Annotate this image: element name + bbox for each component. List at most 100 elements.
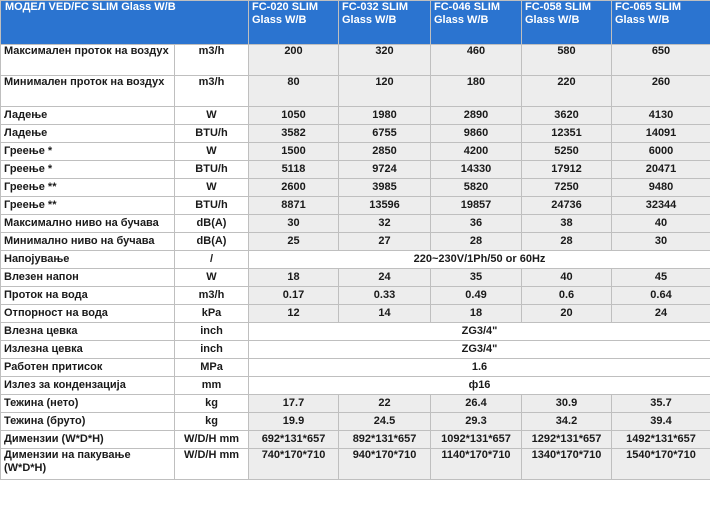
unit-cell: dB(A) xyxy=(174,232,249,251)
unit-cell: BTU/h xyxy=(174,124,249,143)
value-cell: 180 xyxy=(430,75,522,107)
unit-cell: m3/h xyxy=(174,75,249,107)
table-row: Работен притисок MPa 1.6 xyxy=(0,358,710,377)
value-cell: 1050 xyxy=(248,106,339,125)
value-cell: 35.7 xyxy=(611,394,710,413)
unit-cell: m3/h xyxy=(174,44,249,76)
value-cell: 0.64 xyxy=(611,286,710,305)
value-cell: 9860 xyxy=(430,124,522,143)
unit-cell: kPa xyxy=(174,304,249,323)
value-cell: 30 xyxy=(248,214,339,233)
value-cell: 3582 xyxy=(248,124,339,143)
model-header-fc-058: FC-058 SLIM Glass W/B xyxy=(521,0,612,45)
unit-cell: mm xyxy=(174,376,249,395)
value-cell: 8871 xyxy=(248,196,339,215)
value-cell: 1540*170*710 xyxy=(611,448,710,480)
value-cell: 1092*131*657 xyxy=(430,430,522,449)
value-cell: 25 xyxy=(248,232,339,251)
parameter-cell: Ладење xyxy=(0,106,175,125)
value-cell: 320 xyxy=(338,44,431,76)
value-cell: 1340*170*710 xyxy=(521,448,612,480)
unit-cell: W xyxy=(174,106,249,125)
parameter-cell: Димензии на пакување (W*D*H) xyxy=(0,448,175,480)
parameter-cell: Напојување xyxy=(0,250,175,269)
value-cell: 14330 xyxy=(430,160,522,179)
value-cell: 650 xyxy=(611,44,710,76)
unit-cell: inch xyxy=(174,340,249,359)
table-row: Излез за кондензација mm ф16 xyxy=(0,376,710,395)
spec-table-body: Максимален проток на воздух m3/h 200 320 460… xyxy=(0,44,710,480)
value-cell: 39.4 xyxy=(611,412,710,431)
merged-value-cell: ZG3/4" xyxy=(248,340,710,359)
parameter-cell: Димензии (W*D*H) xyxy=(0,430,175,449)
table-row: Минимално ниво на бучава dB(A) 25 27 28 28 30 xyxy=(0,232,710,251)
value-cell: 260 xyxy=(611,75,710,107)
value-cell: 28 xyxy=(521,232,612,251)
model-header-fc-065: FC-065 SLIM Glass W/B xyxy=(611,0,710,45)
value-cell: 40 xyxy=(611,214,710,233)
value-cell: 0.17 xyxy=(248,286,339,305)
table-row: Тежина (нето) kg 17.7 22 26.4 30.9 35.7 xyxy=(0,394,710,413)
unit-cell: dB(A) xyxy=(174,214,249,233)
value-cell: 1500 xyxy=(248,142,339,161)
value-cell: 24.5 xyxy=(338,412,431,431)
model-header: МОДЕЛ VED/FC SLIM Glass W/B xyxy=(0,0,249,45)
value-cell: 6755 xyxy=(338,124,431,143)
value-cell: 12351 xyxy=(521,124,612,143)
table-row: Ладење BTU/h 3582 6755 9860 12351 14091 xyxy=(0,124,710,143)
parameter-cell: Греење ** xyxy=(0,196,175,215)
value-cell: 17.7 xyxy=(248,394,339,413)
parameter-cell: Греење * xyxy=(0,160,175,179)
value-cell: 3985 xyxy=(338,178,431,197)
value-cell: 4130 xyxy=(611,106,710,125)
value-cell: 580 xyxy=(521,44,612,76)
unit-cell: W xyxy=(174,268,249,287)
value-cell: 29.3 xyxy=(430,412,522,431)
value-cell: 18 xyxy=(248,268,339,287)
value-cell: 1980 xyxy=(338,106,431,125)
merged-value-cell: 220~230V/1Ph/50 or 60Hz xyxy=(248,250,710,269)
value-cell: 22 xyxy=(338,394,431,413)
value-cell: 220 xyxy=(521,75,612,107)
value-cell: 5250 xyxy=(521,142,612,161)
value-cell: 20471 xyxy=(611,160,710,179)
table-row: Проток на вода m3/h 0.17 0.33 0.49 0.6 0.64 xyxy=(0,286,710,305)
value-cell: 2850 xyxy=(338,142,431,161)
value-cell: 1140*170*710 xyxy=(430,448,522,480)
value-cell: 19857 xyxy=(430,196,522,215)
value-cell: 940*170*710 xyxy=(338,448,431,480)
value-cell: 36 xyxy=(430,214,522,233)
value-cell: 7250 xyxy=(521,178,612,197)
parameter-cell: Максимално ниво на бучава xyxy=(0,214,175,233)
value-cell: 9480 xyxy=(611,178,710,197)
parameter-cell: Излезна цевка xyxy=(0,340,175,359)
parameter-cell: Максимален проток на воздух xyxy=(0,44,175,76)
table-row: Тежина (бруто) kg 19.9 24.5 29.3 34.2 39.4 xyxy=(0,412,710,431)
value-cell: 32344 xyxy=(611,196,710,215)
parameter-cell: Минимален проток на воздух xyxy=(0,75,175,107)
parameter-cell: Отпорност на вода xyxy=(0,304,175,323)
table-row: Греење ** BTU/h 8871 13596 19857 24736 32344 xyxy=(0,196,710,215)
table-row: Греење * W 1500 2850 4200 5250 6000 xyxy=(0,142,710,161)
table-row: Димензии на пакување (W*D*H) W/D/H mm 740*… xyxy=(0,448,710,480)
value-cell: 18 xyxy=(430,304,522,323)
parameter-cell: Проток на вода xyxy=(0,286,175,305)
unit-cell: W/D/H mm xyxy=(174,448,249,480)
value-cell: 24736 xyxy=(521,196,612,215)
value-cell: 2600 xyxy=(248,178,339,197)
table-row: Греење * BTU/h 5118 9724 14330 17912 20471 xyxy=(0,160,710,179)
unit-cell: W xyxy=(174,178,249,197)
value-cell: 38 xyxy=(521,214,612,233)
table-row: Максимално ниво на бучава dB(A) 30 32 36 38 40 xyxy=(0,214,710,233)
value-cell: 20 xyxy=(521,304,612,323)
parameter-cell: Тежина (нето) xyxy=(0,394,175,413)
value-cell: 24 xyxy=(338,268,431,287)
parameter-cell: Греење * xyxy=(0,142,175,161)
table-row: Влезна цевка inch ZG3/4" xyxy=(0,322,710,341)
merged-value-cell: ZG3/4" xyxy=(248,322,710,341)
value-cell: 12 xyxy=(248,304,339,323)
parameter-cell: Тежина (бруто) xyxy=(0,412,175,431)
value-cell: 0.49 xyxy=(430,286,522,305)
table-row: Отпорност на вода kPa 12 14 18 20 24 xyxy=(0,304,710,323)
value-cell: 19.9 xyxy=(248,412,339,431)
